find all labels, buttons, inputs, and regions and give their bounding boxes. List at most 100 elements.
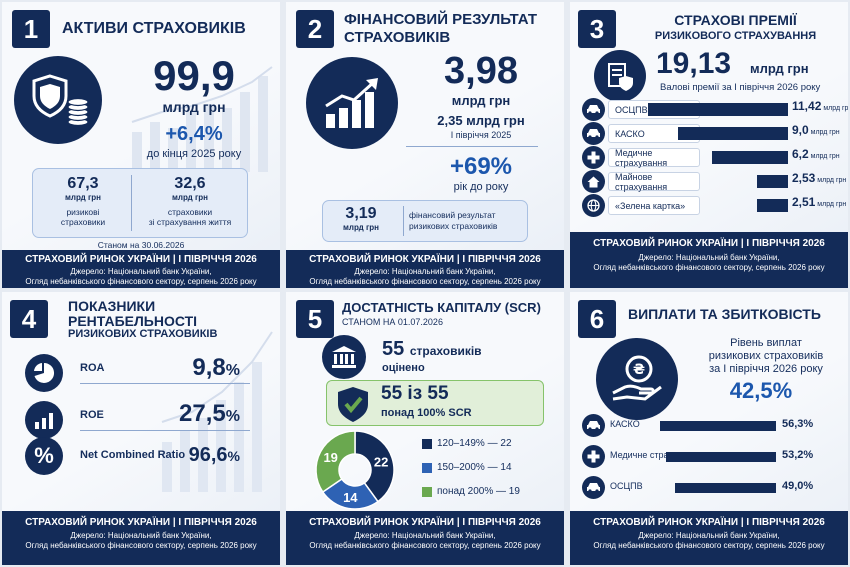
metric-label-roe: ROE bbox=[80, 409, 104, 421]
card-financial-result: 2 ФІНАНСОВИЙ РЕЗУЛЬТАТ СТРАХОВИКІВ 3,98 … bbox=[286, 2, 564, 288]
payout-level-value: 42,5% bbox=[729, 378, 793, 403]
section-number: 3 bbox=[578, 10, 616, 48]
bank-building-icon bbox=[322, 335, 366, 379]
pie-slice-label: 19 bbox=[323, 450, 337, 465]
legend-swatch bbox=[422, 487, 432, 497]
growth-chart-icon bbox=[306, 57, 398, 149]
payout-bar bbox=[660, 421, 776, 431]
footer: СТРАХОВИЙ РИНОК УКРАЇНИ | І ПІВРІЧЧЯ 202… bbox=[286, 250, 564, 288]
footer: СТРАХОВИЙ РИНОК УКРАЇНИ | І ПІВРІЧЧЯ 202… bbox=[570, 511, 848, 565]
risk-result-unit: млрд грн bbox=[342, 223, 380, 232]
risk-result-label1: фінансовий результат bbox=[409, 210, 496, 220]
section-number: 4 bbox=[10, 300, 48, 338]
car-icon bbox=[582, 414, 605, 437]
car-icon bbox=[582, 98, 605, 121]
section-title-line3: РИЗИКОВИХ СТРАХОВИКІВ bbox=[68, 328, 218, 340]
split-life: 32,6 млрд грн страховики зі страхування … bbox=[148, 175, 232, 227]
result-value: 3,98 bbox=[444, 50, 518, 92]
risk-result-box: 3,19 млрд грн фінансовий результат ризик… bbox=[322, 200, 528, 242]
svg-text:₴: ₴ bbox=[633, 362, 645, 378]
policy-document-icon bbox=[594, 50, 646, 102]
footer: СТРАХОВИЙ РИНОК УКРАЇНИ | І ПІВРІЧЧЯ 202… bbox=[570, 232, 848, 288]
payout-category-label: Медичне страхування bbox=[610, 450, 702, 460]
prev-note: І півріччя 2025 bbox=[450, 130, 512, 140]
medical-cross-icon bbox=[582, 445, 605, 468]
footer: СТРАХОВИЙ РИНОК УКРАЇНИ | І ПІВРІЧЧЯ 202… bbox=[2, 511, 280, 565]
premium-bar bbox=[648, 103, 788, 116]
assets-growth: +6,4% bbox=[165, 123, 223, 145]
premium-value: 9,0 млрд грн bbox=[792, 123, 840, 137]
section-number: 5 bbox=[296, 300, 334, 338]
result-growth: +69% bbox=[449, 153, 513, 180]
footer: СТРАХОВИЙ РИНОК УКРАЇНИ | І ПІВРІЧЧЯ 202… bbox=[2, 250, 280, 288]
shield-check-icon bbox=[338, 387, 368, 422]
premiums-note: Валові премії за І півріччя 2026 року bbox=[660, 82, 821, 93]
background-growth-chart bbox=[131, 66, 273, 172]
hand-coin-icon: ₴ bbox=[596, 338, 678, 420]
metric-label-ncr: Net Combined Ratio bbox=[80, 449, 186, 461]
scr-badge-note: понад 100% SCR bbox=[381, 407, 472, 419]
payout-value: 56,3% bbox=[782, 418, 814, 430]
house-icon bbox=[582, 170, 605, 193]
car-icon bbox=[582, 476, 605, 499]
card-assets: 1 АКТИВИ СТРАХОВИКІВ 99,9 млрд грн +6,4%… bbox=[2, 2, 280, 288]
medical-cross-icon bbox=[582, 146, 605, 169]
payout-bar bbox=[666, 452, 776, 462]
background-growth-chart bbox=[161, 331, 273, 492]
section-title-line2: РЕНТАБЕЛЬНОСТІ bbox=[68, 313, 198, 329]
bar-chart-icon bbox=[25, 401, 63, 439]
pie-slice bbox=[354, 430, 395, 503]
metric-value-roe: 27,5% bbox=[179, 400, 240, 427]
section-title-line2: СТРАХОВИКІВ bbox=[344, 29, 451, 46]
footer: СТРАХОВИЙ РИНОК УКРАЇНИ | І ПІВРІЧЧЯ 202… bbox=[286, 511, 564, 565]
assets-unit: млрд грн bbox=[162, 99, 226, 115]
card-payouts: 6 ВИПЛАТИ ТА ЗБИТКОВІСТЬ ₴ Рівень виплат… bbox=[570, 292, 848, 565]
card-profitability: 4 ПОКАЗНИКИ РЕНТАБЕЛЬНОСТІ РИЗИКОВИХ СТР… bbox=[2, 292, 280, 565]
section-title-line1: ФІНАНСОВИЙ РЕЗУЛЬТАТ bbox=[344, 11, 538, 28]
scr-pie-chart: 22 14 19 bbox=[315, 430, 395, 510]
lead-line1: Рівень виплат bbox=[730, 337, 802, 349]
result-unit: млрд грн bbox=[451, 93, 511, 108]
section-title-line1: ПОКАЗНИКИ bbox=[68, 298, 156, 314]
pie-chart-icon bbox=[25, 354, 63, 392]
insurers-note: оцінено bbox=[382, 362, 425, 374]
shield-coins-icon bbox=[14, 56, 102, 144]
legend-label: 120–149% — 22 bbox=[437, 438, 512, 449]
assets-value: 99,9 bbox=[153, 52, 235, 99]
risk-result-label2: ризикових страховиків bbox=[409, 221, 498, 231]
pie-slice-label: 14 bbox=[343, 490, 358, 505]
legend-label: 150–200% — 14 bbox=[437, 462, 512, 473]
premium-bar bbox=[677, 127, 788, 140]
section-title: ВИПЛАТИ ТА ЗБИТКОВІСТЬ bbox=[628, 306, 821, 322]
card-premiums: 3 СТРАХОВІ ПРЕМІЇ РИЗИКОВОГО СТРАХУВАННЯ… bbox=[570, 2, 848, 288]
result-growth-note: рік до року bbox=[453, 181, 509, 193]
premium-bar bbox=[756, 175, 788, 188]
premium-value: 11,42 млрд грн bbox=[792, 99, 848, 113]
pie-slice bbox=[315, 430, 356, 494]
payout-category-label: КАСКО bbox=[610, 419, 640, 429]
section-title: АКТИВИ СТРАХОВИКІВ bbox=[62, 20, 246, 37]
metric-value-roa: 9,8% bbox=[192, 354, 240, 381]
payout-category-label: ОСЦПВ bbox=[610, 481, 643, 491]
premium-value: 6,2 млрд грн bbox=[792, 147, 840, 161]
section-title-line2: РИЗИКОВОГО СТРАХУВАННЯ bbox=[654, 30, 817, 42]
premiums-unit: млрд грн bbox=[750, 61, 809, 76]
metric-value-ncr: 96,6% bbox=[188, 444, 240, 466]
legend-label: понад 200% — 19 bbox=[437, 486, 520, 497]
premium-value: 2,51 млрд грн bbox=[792, 195, 847, 209]
premium-category-label: «Зелена картка» bbox=[608, 196, 700, 215]
date-note: Станом на 30.06.2026 bbox=[97, 240, 185, 250]
legend-swatch bbox=[422, 463, 432, 473]
split-risk: 67,3 млрд грн ризикові страховики bbox=[60, 175, 106, 227]
lead-line3: за І півріччя 2026 року bbox=[709, 363, 823, 375]
scr-badge-value: 55 із 55 bbox=[381, 383, 449, 404]
pie-slice-label: 22 bbox=[374, 455, 388, 470]
scr-badge: 55 із 55 понад 100% SCR bbox=[326, 380, 544, 426]
assets-split-box: 67,3 млрд грн ризикові страховики 32,6 м… bbox=[32, 168, 248, 238]
premiums-value: 19,13 bbox=[656, 47, 732, 80]
car-icon bbox=[582, 122, 605, 145]
payout-bar bbox=[675, 483, 776, 493]
payout-value: 53,2% bbox=[782, 449, 814, 461]
percent-icon: % bbox=[25, 437, 63, 475]
premium-bar bbox=[757, 199, 788, 212]
